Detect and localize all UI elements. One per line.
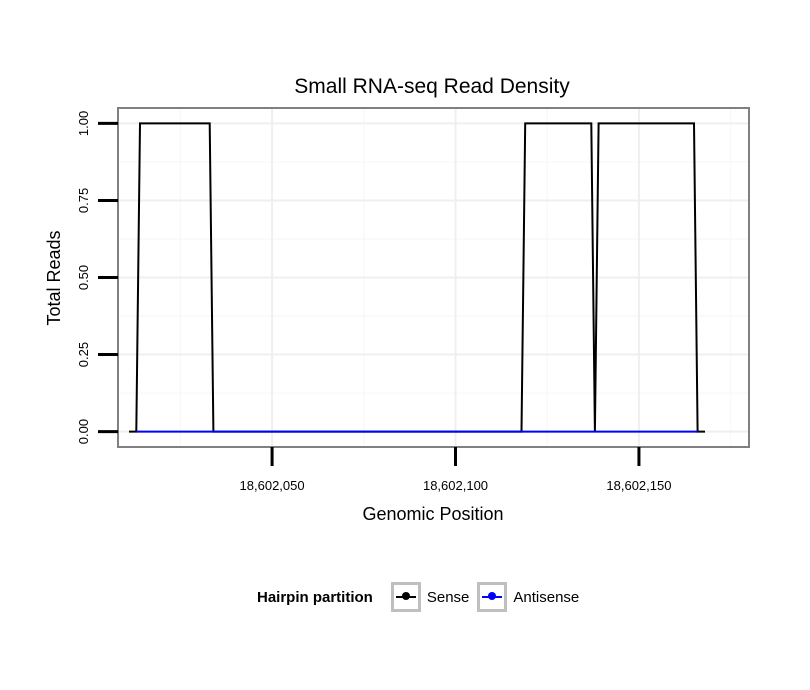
legend-key-antisense xyxy=(477,582,508,612)
y-tick-label: 0.25 xyxy=(76,342,91,367)
chart-title: Small RNA-seq Read Density xyxy=(294,75,570,98)
legend-title: Hairpin partition xyxy=(257,588,373,606)
legend-sense-marker xyxy=(401,592,410,600)
series-line-sense xyxy=(129,122,705,433)
legend-antisense-marker xyxy=(488,592,497,600)
x-axis-ticks: 18,602,050 18,602,100 18,602,150 xyxy=(240,447,671,493)
legend: Hairpin partition Sense Antisense xyxy=(257,579,587,615)
y-tick-label: 0.75 xyxy=(76,188,91,213)
y-tick-label: 1.00 xyxy=(76,111,91,136)
legend-key-sense xyxy=(390,582,421,612)
legend-label-sense: Sense xyxy=(426,588,470,606)
x-tick-label: 18,602,100 xyxy=(423,478,488,493)
series-layer xyxy=(129,122,705,433)
y-tick-label: 0.50 xyxy=(76,265,91,290)
x-tick-label: 18,602,150 xyxy=(606,478,671,493)
y-axis-ticks: 0.00 0.25 0.50 0.75 1.00 xyxy=(76,111,118,444)
x-axis-label: Genomic Position xyxy=(362,504,503,524)
y-axis-label: Total Reads xyxy=(44,230,64,325)
y-tick-label: 0.00 xyxy=(76,419,91,444)
x-tick-label: 18,602,050 xyxy=(240,478,305,493)
legend-label-antisense: Antisense xyxy=(513,588,580,606)
